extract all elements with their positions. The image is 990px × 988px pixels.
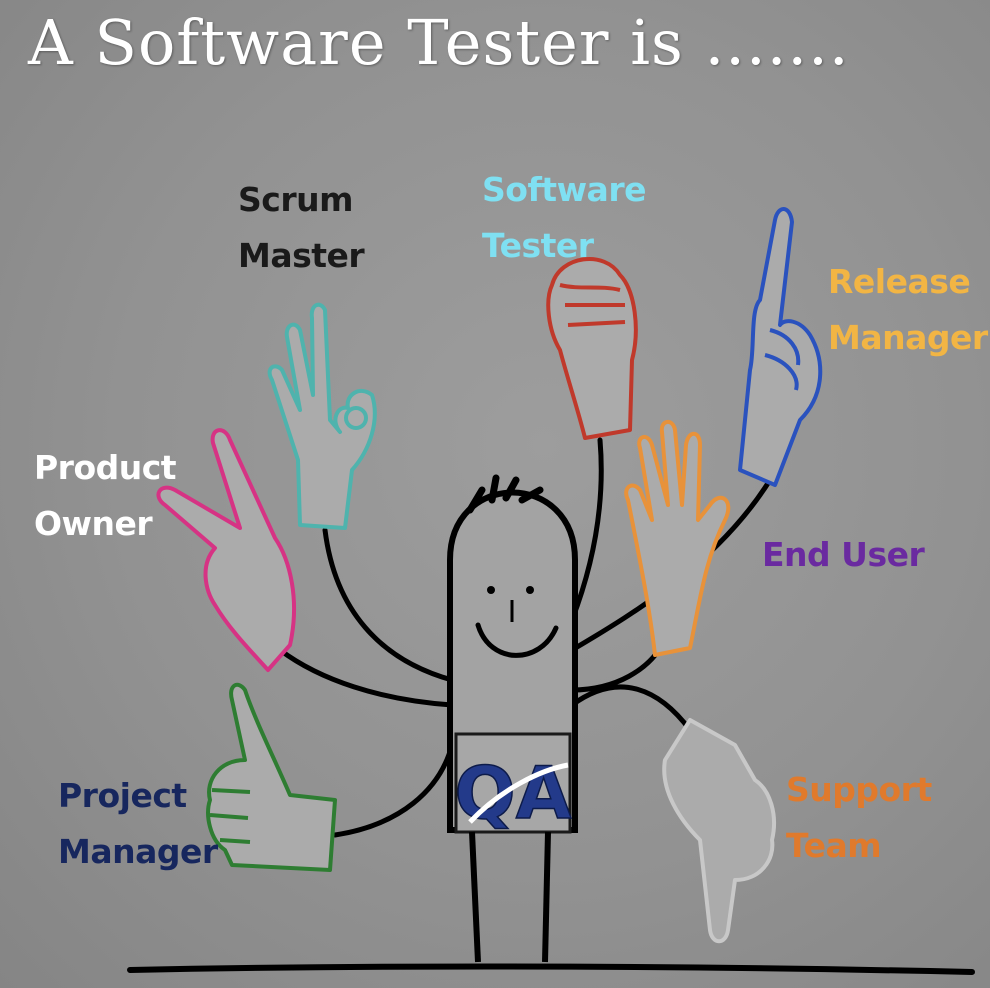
- ok-hand-icon: [267, 302, 377, 530]
- label-software-tester-line1: Software: [482, 170, 646, 209]
- label-product-owner: Product Owner: [34, 440, 177, 552]
- figure-body: QA: [447, 474, 578, 963]
- label-scrum-master-line2: Master: [238, 236, 365, 275]
- label-product-owner-line2: Owner: [34, 504, 153, 543]
- peace-sign-icon: [156, 428, 297, 672]
- thumbs-up-icon: [206, 682, 337, 872]
- label-support-team-line2: Team: [786, 826, 882, 865]
- label-release-manager: Release Manager: [828, 254, 988, 366]
- arm-end-user: [569, 637, 668, 693]
- label-project-manager-line1: Project: [58, 776, 187, 815]
- arm-product-owner: [277, 647, 455, 708]
- label-support-team: Support Team: [786, 762, 932, 874]
- label-end-user: End User: [762, 527, 925, 583]
- arm-project-manager: [332, 742, 455, 838]
- label-release-manager-line2: Manager: [828, 318, 988, 357]
- label-scrum-master-line1: Scrum: [238, 180, 353, 219]
- qa-badge-text: QA: [455, 751, 572, 835]
- right-leg: [542, 831, 551, 963]
- arm-scrum-master: [322, 527, 455, 683]
- pointing-up-icon: [738, 207, 823, 487]
- qa-badge-swoosh: [468, 762, 569, 824]
- label-software-tester-line2: Tester: [482, 226, 594, 265]
- label-product-owner-line1: Product: [34, 448, 177, 487]
- thumbs-down-icon: [662, 718, 777, 944]
- poster-title: A Software Tester is .......: [28, 6, 850, 79]
- smile: [475, 622, 559, 658]
- hands: [156, 207, 823, 944]
- ground-line: [127, 963, 975, 975]
- left-eye: [487, 586, 495, 594]
- label-release-manager-line1: Release: [828, 262, 971, 301]
- left-leg: [469, 831, 481, 963]
- arm-support-team: [569, 684, 693, 733]
- open-hand-icon: [624, 420, 731, 657]
- label-scrum-master: Scrum Master: [238, 172, 365, 284]
- label-project-manager-line2: Manager: [58, 832, 218, 871]
- label-support-team-line1: Support: [786, 770, 932, 809]
- label-end-user-line1: End User: [762, 535, 925, 574]
- label-software-tester: Software Tester: [482, 162, 646, 274]
- hair: [466, 474, 544, 514]
- label-project-manager: Project Manager: [58, 768, 218, 880]
- fist-icon: [546, 257, 638, 440]
- arm-software-tester: [569, 437, 604, 623]
- right-eye: [526, 586, 534, 594]
